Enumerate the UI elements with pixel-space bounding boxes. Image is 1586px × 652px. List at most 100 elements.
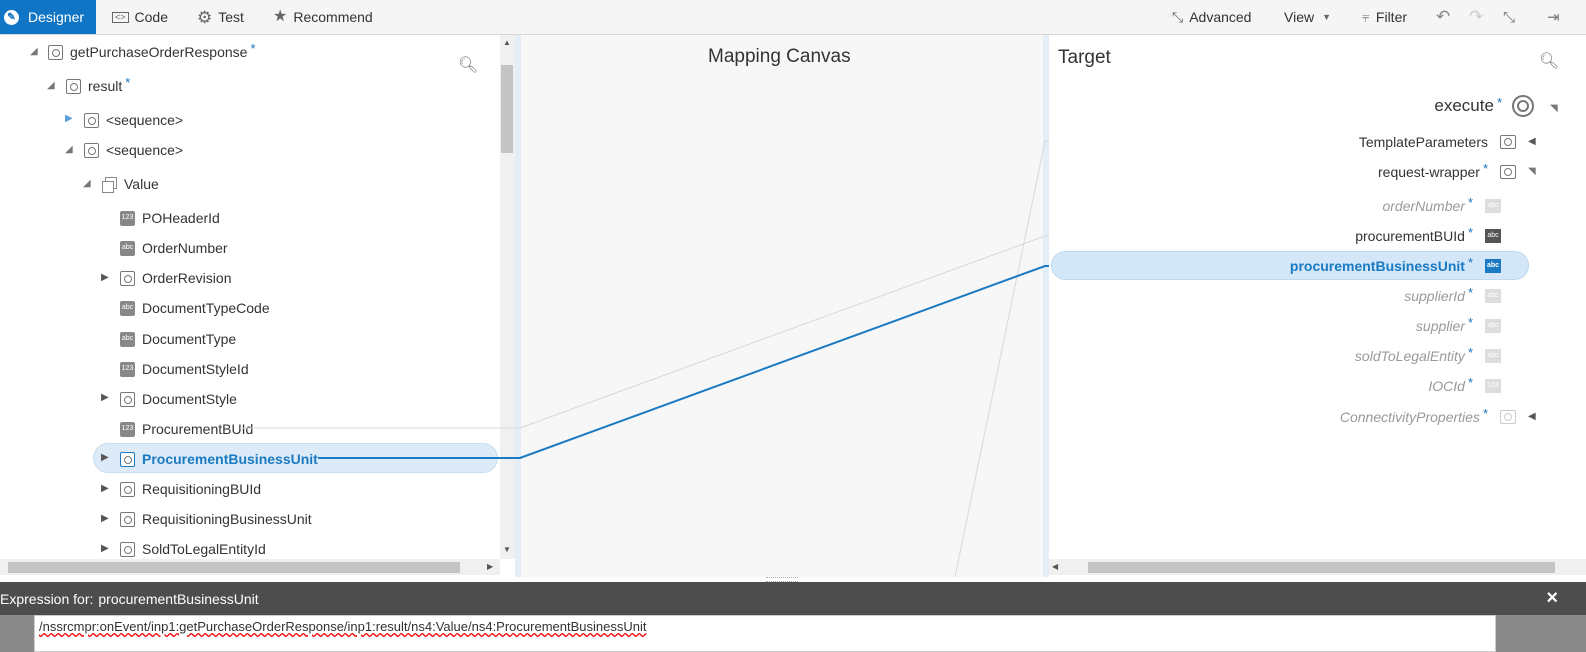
complex-type-icon [120, 481, 135, 497]
tree-node-selected[interactable]: ProcurementBusinessUnit [120, 448, 318, 470]
collapse-icon[interactable]: ⤡ [1503, 8, 1516, 26]
node-label: orderNumber [1382, 198, 1465, 214]
tree-node-complex[interactable]: RequisitioningBusinessUnit [120, 508, 312, 530]
target-node-field[interactable]: procurementBUId * abc [1355, 225, 1501, 247]
expression-field-name: procurementBusinessUnit [98, 590, 259, 607]
expression-input[interactable]: /nssrcmpr:onEvent/inp1:getPurchaseOrderR… [34, 615, 1496, 652]
scroll-up-icon[interactable]: ▲ [503, 38, 511, 47]
tree-node-leaf[interactable]: 123 DocumentStyleId [120, 358, 249, 380]
tree-node-root[interactable]: getPurchaseOrderResponse * [48, 41, 256, 63]
gear-icon: ⚙ [197, 7, 213, 27]
collapse-arrow-icon[interactable]: ◢ [30, 46, 38, 57]
collapse-arrow-icon[interactable]: ◥ [1550, 103, 1558, 114]
scrollbar-thumb[interactable] [1088, 562, 1555, 573]
code-label: Code [134, 9, 168, 25]
code-icon: <> [112, 11, 129, 23]
target-node-field[interactable]: supplierId * abc [1404, 285, 1501, 307]
target-node-field[interactable]: ConnectivityProperties * [1340, 406, 1516, 428]
mapping-canvas [515, 35, 1051, 577]
scroll-right-icon[interactable]: ▶ [487, 562, 494, 571]
target-node-request-wrapper[interactable]: request-wrapper * [1378, 161, 1516, 183]
close-icon[interactable]: × [1546, 587, 1558, 609]
expand-arrow-icon[interactable]: ▶ [101, 392, 109, 403]
complex-type-icon [84, 112, 99, 128]
tree-node-leaf[interactable]: abc DocumentType [120, 328, 236, 350]
collapse-arrow-icon[interactable]: ◢ [47, 80, 55, 91]
target-selection-highlight [1051, 251, 1529, 280]
complex-type-icon [84, 142, 99, 158]
scrollbar-thumb[interactable] [8, 562, 460, 573]
tree-node-leaf[interactable]: abc DocumentTypeCode [120, 297, 270, 319]
expand-arrow-icon[interactable]: ◀ [1528, 411, 1536, 422]
target-node-selected[interactable]: procurementBusinessUnit * abc [1289, 254, 1501, 274]
node-label: POHeaderId [142, 210, 220, 226]
filter-button[interactable]: ⫧ Filter [1362, 0, 1407, 34]
undo-icon[interactable]: ↶ [1436, 7, 1451, 26]
tree-node-leaf[interactable]: 123 ProcurementBUId [120, 418, 253, 440]
tree-node-complex[interactable]: OrderRevision [120, 267, 231, 289]
node-label: Value [124, 176, 159, 192]
advanced-button[interactable]: ⤡ Advanced [1172, 0, 1251, 34]
scrollbar-thumb[interactable] [501, 65, 513, 153]
canvas-divider[interactable] [515, 35, 521, 577]
node-label: procurementBusinessUnit [1289, 258, 1465, 274]
string-type-icon: abc [1485, 289, 1501, 303]
node-label: ProcurementBusinessUnit [142, 451, 318, 467]
tree-node-complex[interactable]: DocumentStyle [120, 388, 237, 410]
collapse-arrow-icon[interactable]: ◢ [83, 178, 91, 189]
tree-node-result[interactable]: result * [66, 75, 130, 97]
recommend-tab[interactable]: ★ Recommend [273, 0, 373, 34]
target-node-field[interactable]: IOCId * 123 [1428, 375, 1501, 397]
search-icon[interactable]: 🔍︎ [458, 57, 479, 74]
complex-type-icon [120, 451, 135, 467]
string-type-icon: abc [1485, 319, 1501, 333]
node-label: RequisitioningBUId [142, 481, 262, 497]
string-type-icon: abc [120, 300, 135, 316]
tree-node-sequence[interactable]: <sequence> [84, 139, 183, 161]
target-node-field[interactable]: orderNumber * abc [1382, 195, 1501, 217]
test-tab[interactable]: ⚙ Test [197, 0, 244, 34]
string-type-icon: abc [1485, 229, 1501, 243]
repeating-element-icon [102, 176, 117, 193]
scroll-down-icon[interactable]: ▼ [503, 545, 511, 554]
node-label: supplier [1415, 318, 1465, 334]
expression-header: Expression for: procurementBusinessUnit … [0, 582, 1586, 615]
complex-type-icon [120, 270, 135, 286]
tree-node-complex[interactable]: RequisitioningBUId [120, 478, 261, 500]
expand-arrow-icon[interactable]: ▶ [65, 113, 73, 124]
canvas-title: Mapping Canvas [708, 46, 851, 67]
target-node-field[interactable]: supplier * abc [1416, 315, 1501, 337]
number-type-icon: 123 [120, 361, 135, 377]
node-label: OrderNumber [142, 240, 228, 256]
expand-arrow-icon[interactable]: ◀ [1528, 136, 1536, 147]
collapse-arrow-icon[interactable]: ◥ [1528, 166, 1536, 177]
expand-arrow-icon[interactable]: ▶ [101, 543, 109, 554]
tree-node-complex[interactable]: SoldToLegalEntityId [120, 538, 266, 560]
target-node-templateparameters[interactable]: TemplateParameters [1359, 131, 1516, 153]
tree-node-leaf[interactable]: abc OrderNumber [120, 237, 228, 259]
complex-type-icon [120, 511, 135, 527]
expression-text: /nssrcmpr:onEvent/inp1:getPurchaseOrderR… [39, 619, 647, 634]
expand-arrow-icon[interactable]: ▶ [101, 452, 109, 463]
tree-node-value[interactable]: Value [102, 173, 159, 195]
advanced-icon: ⤡ [1172, 9, 1184, 25]
tree-node-leaf[interactable]: 123 POHeaderId [120, 207, 220, 229]
target-node-field[interactable]: soldToLegalEntity * abc [1355, 345, 1501, 367]
redo-icon[interactable]: ↷ [1469, 7, 1484, 26]
search-icon[interactable]: 🔍︎ [1539, 53, 1560, 70]
code-tab[interactable]: <> Code [112, 0, 168, 34]
target-node-execute[interactable]: execute * [1434, 95, 1534, 117]
expand-arrow-icon[interactable]: ▶ [101, 483, 109, 494]
expand-arrow-icon[interactable]: ▶ [101, 513, 109, 524]
toolbar: ✎ Designer <> Code ⚙ Test ★ Recommend ⤡ … [0, 0, 1586, 35]
collapse-arrow-icon[interactable]: ◢ [65, 144, 73, 155]
tree-node-sequence[interactable]: <sequence> [84, 109, 183, 131]
expand-arrow-icon[interactable]: ▶ [101, 272, 109, 283]
panel-toggle-icon[interactable]: ⇥ [1547, 9, 1560, 26]
node-label: supplierId [1404, 288, 1465, 304]
view-menu[interactable]: View ▼ [1284, 0, 1331, 34]
node-label: DocumentTypeCode [142, 300, 270, 316]
resize-handle[interactable] [766, 577, 798, 582]
designer-tab[interactable]: ✎ Designer [0, 0, 96, 34]
scroll-left-icon[interactable]: ◀ [1052, 562, 1059, 571]
